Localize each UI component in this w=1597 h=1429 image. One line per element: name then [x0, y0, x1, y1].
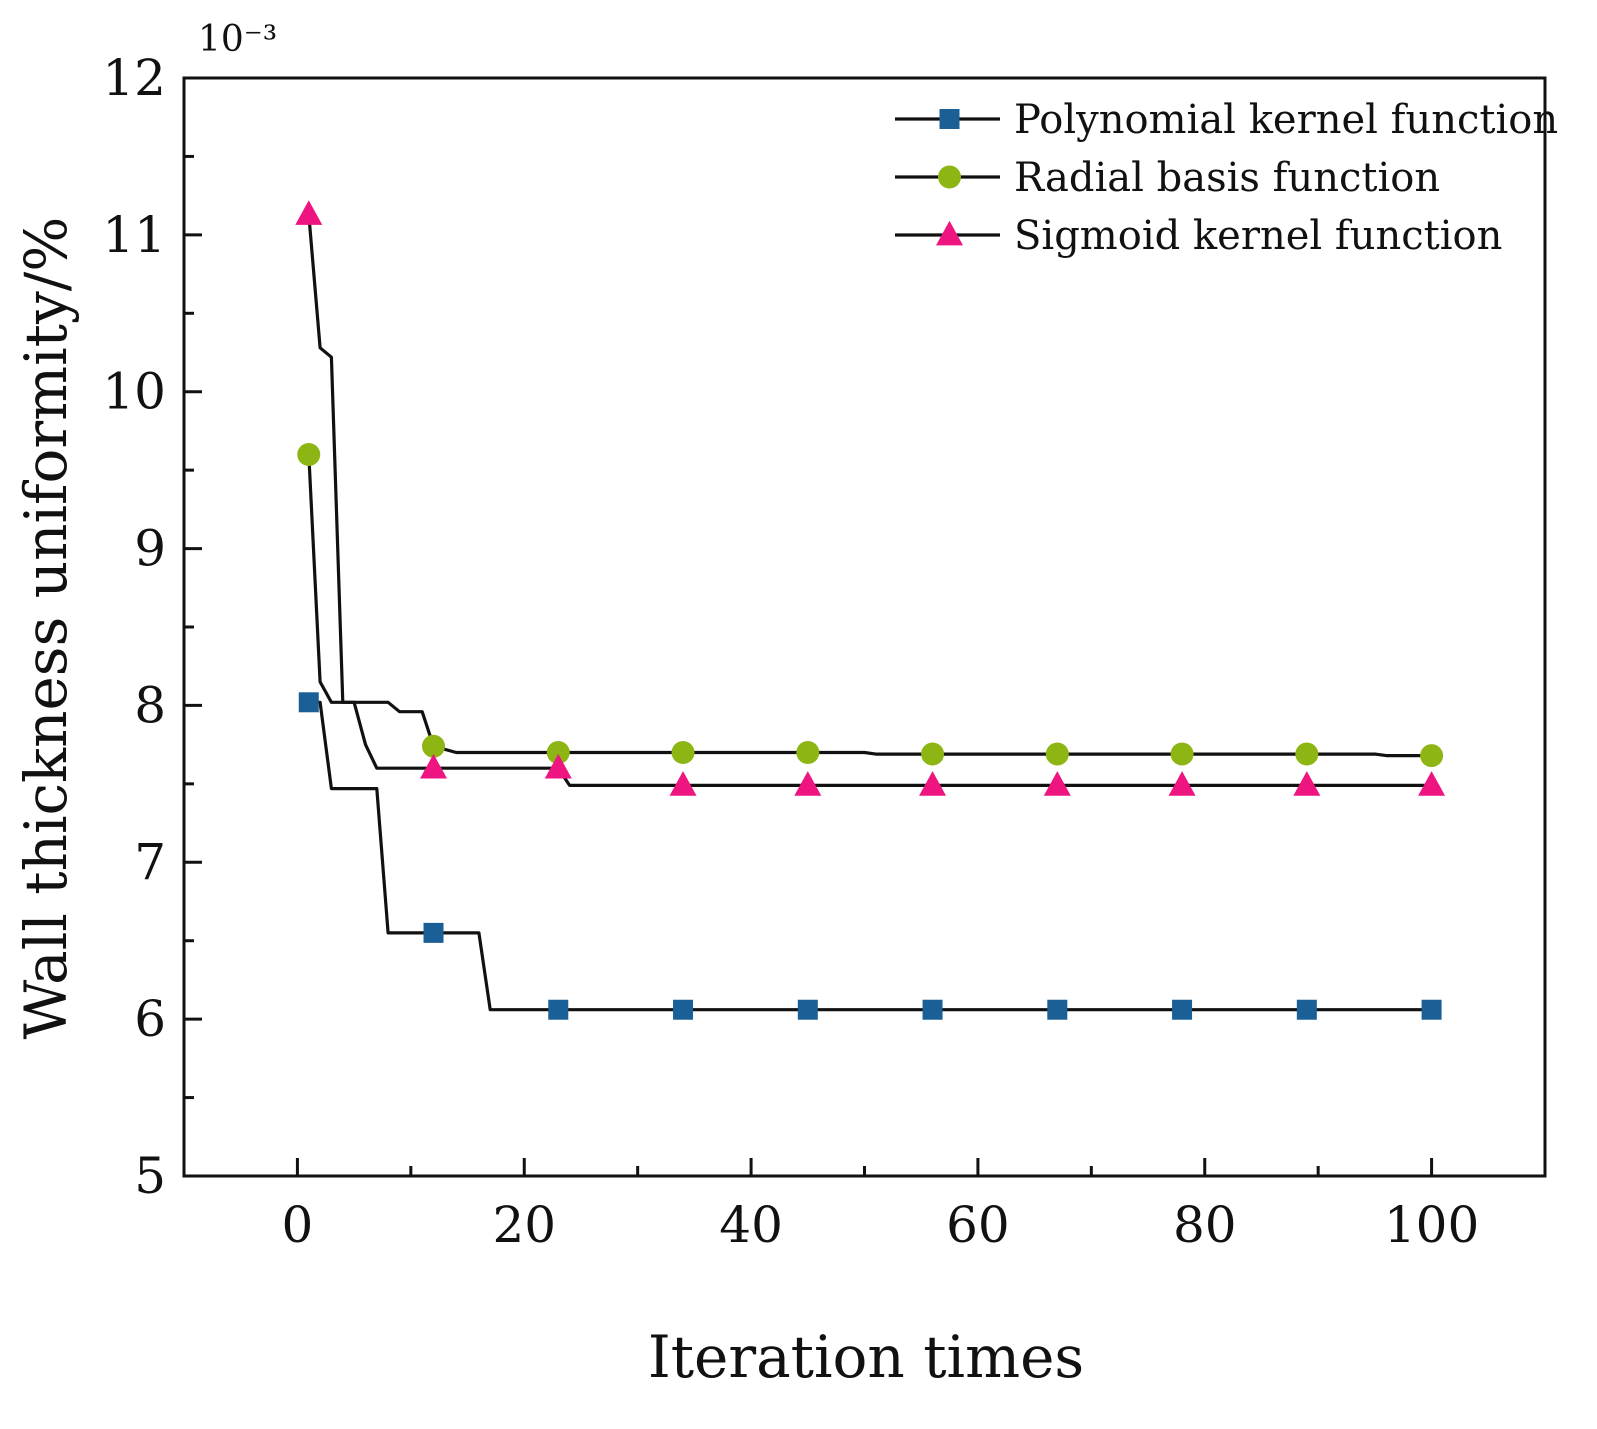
series-sigmoid-kernel-function — [295, 200, 1446, 796]
legend-label: Sigmoid kernel function — [1014, 213, 1502, 259]
data-point — [673, 999, 694, 1020]
data-point — [1421, 999, 1442, 1020]
legend-marker — [936, 220, 963, 246]
data-point — [919, 771, 947, 796]
data-point — [1045, 742, 1069, 766]
data-point — [1172, 999, 1193, 1020]
data-point — [794, 771, 822, 796]
data-point — [1418, 771, 1446, 796]
data-point — [1293, 771, 1321, 796]
x-tick-label: 100 — [1384, 1196, 1479, 1254]
data-point — [1047, 999, 1068, 1020]
legend-marker — [939, 109, 960, 129]
legend-item: Polynomial kernel function — [895, 97, 1558, 143]
data-point — [921, 742, 945, 766]
data-point — [1168, 771, 1196, 796]
y-axis-title: Wall thickness uniformity/% — [12, 217, 80, 1040]
data-point — [295, 200, 323, 225]
data-point — [420, 753, 448, 779]
data-point — [546, 740, 570, 764]
data-point — [544, 753, 572, 779]
x-tick-label: 60 — [946, 1196, 1010, 1254]
legend-label: Polynomial kernel function — [1014, 97, 1558, 143]
x-tick-label: 20 — [492, 1196, 556, 1254]
y-tick-label: 8 — [134, 676, 166, 734]
legend-item: Sigmoid kernel function — [895, 213, 1502, 259]
y-tick-label: 9 — [134, 520, 166, 578]
x-tick-label: 0 — [282, 1196, 314, 1254]
data-point — [423, 922, 444, 943]
data-point — [298, 692, 319, 713]
data-point — [422, 734, 446, 758]
x-tick-label: 40 — [719, 1196, 783, 1254]
data-point — [669, 771, 697, 796]
data-point — [297, 442, 321, 466]
y-tick-label: 11 — [102, 206, 166, 264]
y-tick-label: 12 — [102, 49, 166, 107]
data-point — [1420, 744, 1444, 768]
data-point — [797, 999, 818, 1020]
data-point — [548, 999, 569, 1020]
y-tick-label: 10 — [102, 363, 166, 421]
y-scale-label: 10⁻³ — [198, 19, 277, 60]
x-tick-label: 80 — [1173, 1196, 1237, 1254]
y-tick-label: 6 — [134, 990, 166, 1048]
legend: Polynomial kernel function Radial basis f… — [895, 97, 1558, 259]
data-point — [922, 999, 943, 1020]
series-polynomial-kernel-function — [298, 692, 1442, 1020]
data-point — [1295, 742, 1319, 766]
series-layer — [295, 200, 1446, 1020]
data-point — [671, 740, 695, 764]
axes-layer: 0 20 40 60 80 100 5 6 7 8 9 10 11 12 — [102, 49, 1547, 1254]
x-axis-title: Iteration times — [648, 1323, 1084, 1391]
data-point — [796, 740, 820, 764]
data-point — [1170, 742, 1194, 766]
legend-label: Radial basis function — [1014, 155, 1440, 201]
y-tick-label: 5 — [134, 1147, 166, 1205]
y-tick-label: 7 — [134, 833, 166, 891]
data-point — [1296, 999, 1317, 1020]
series-line — [308, 700, 1432, 1012]
legend-item: Radial basis function — [895, 155, 1440, 201]
data-point — [1043, 771, 1071, 796]
legend-marker — [938, 165, 961, 189]
series-radial-basis-function — [297, 442, 1444, 768]
